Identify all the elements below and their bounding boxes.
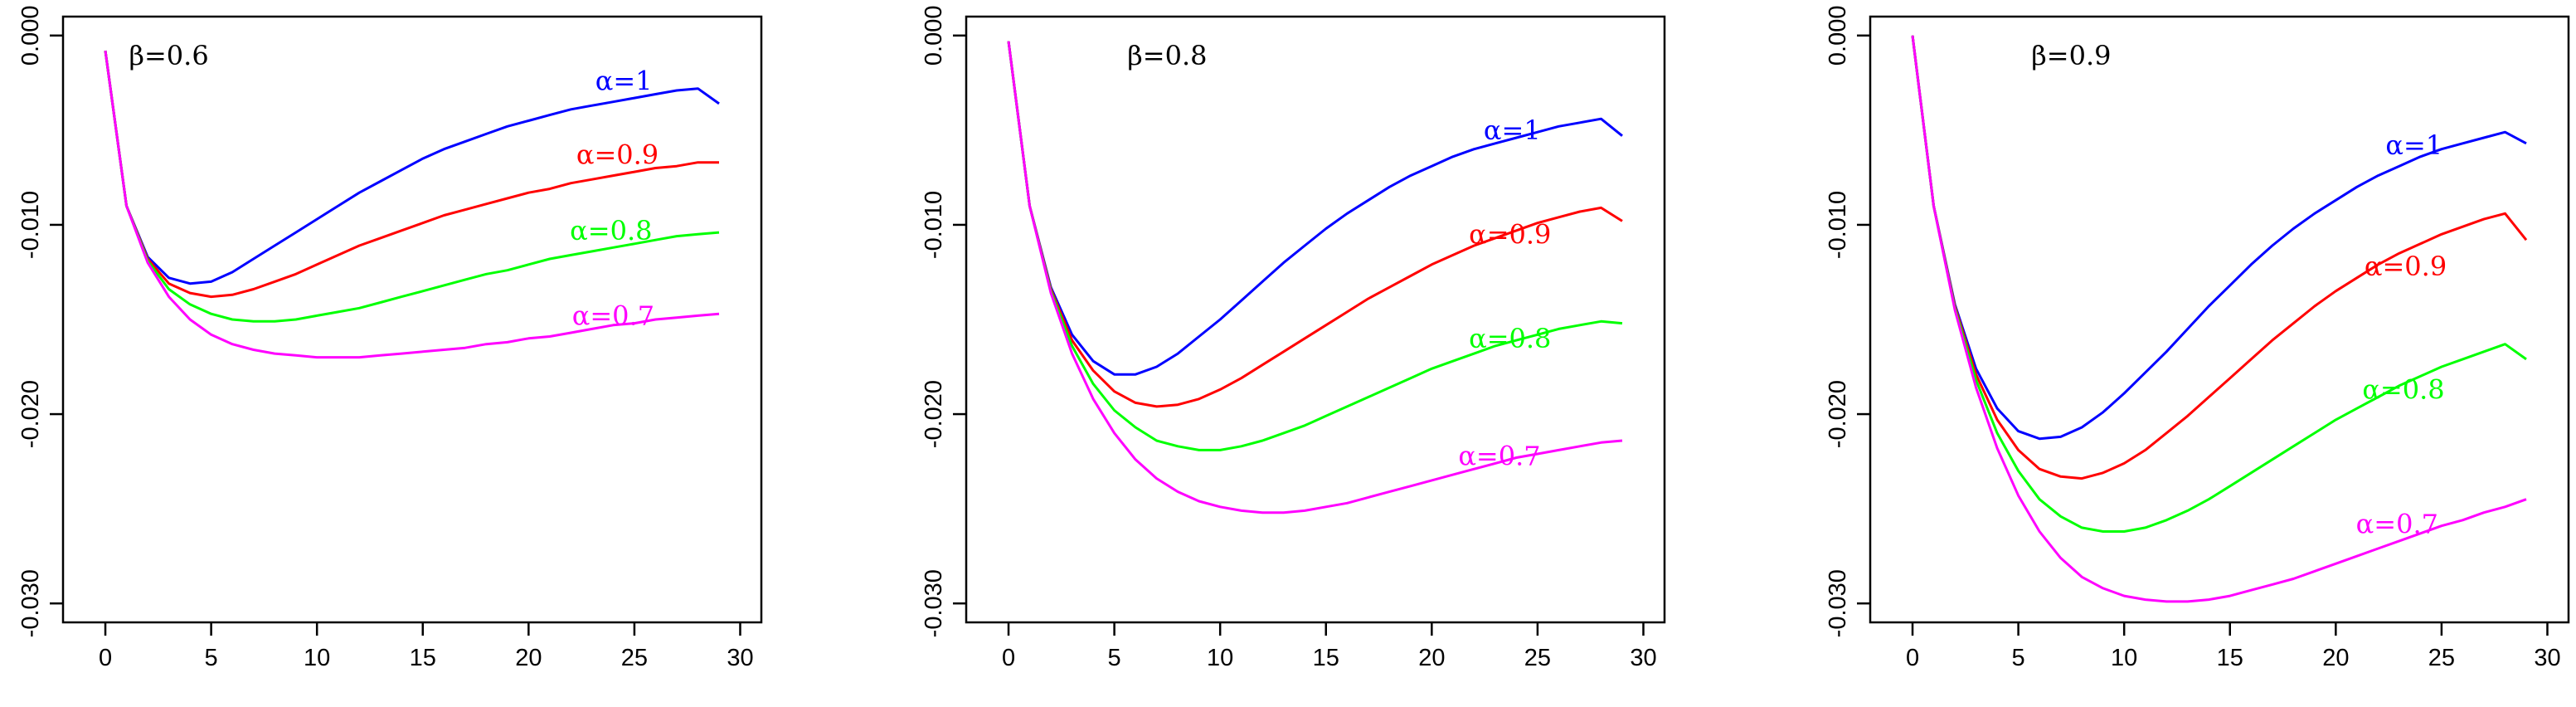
x-tick-label: 30	[727, 645, 753, 671]
panel-title: β=0.8	[1127, 40, 1207, 71]
y-tick-label: 0.000	[921, 6, 947, 66]
x-tick-label: 20	[1418, 645, 1445, 671]
plot-frame	[61, 15, 763, 624]
x-tick-label: 10	[1207, 645, 1233, 671]
x-tick-label: 15	[1313, 645, 1339, 671]
series-line	[1911, 35, 2528, 480]
x-tick-label: 0	[99, 645, 112, 671]
y-tick-label: -0.030	[1825, 569, 1851, 637]
chart-panel-1: 0 5 10 15 20 25 30 0.000 -0.010 -0.020 -0.030 β=0.6…	[17, 6, 763, 671]
x-tick-label: 0	[1002, 645, 1015, 671]
series-line	[104, 50, 720, 285]
chart-panel-3: 0 5 10 15 20 25 30 0.000 -0.010 -0.020 -0.030 β=0.9…	[1825, 6, 2570, 671]
series-label: α=1	[1484, 115, 1541, 146]
series-line	[1911, 35, 2527, 441]
y-tick-label: -0.020	[921, 380, 947, 448]
y-tick-label: -0.020	[1825, 380, 1851, 448]
panel-title: β=0.6	[129, 40, 208, 71]
x-tick-label: 25	[1524, 645, 1551, 671]
x-tick-label: 15	[410, 645, 436, 671]
x-tick-label: 25	[621, 645, 648, 671]
panel-title: β=0.9	[2031, 40, 2111, 71]
series-label: α=0.9	[2365, 251, 2447, 282]
y-tick-label: -0.010	[1825, 191, 1851, 259]
x-tick-label: 25	[2428, 645, 2455, 671]
x-tick-label: 20	[515, 645, 542, 671]
series-label: α=0.8	[1469, 323, 1551, 354]
series-label: α=0.7	[2356, 508, 2438, 539]
x-tick-label: 0	[1906, 645, 1919, 671]
x-tick-label: 30	[2534, 645, 2560, 671]
series-label: α=1	[595, 66, 653, 97]
series-label: α=0.8	[2362, 373, 2444, 405]
y-tick-label: -0.020	[17, 380, 44, 448]
series-line	[104, 50, 720, 359]
plot-frame	[965, 15, 1666, 624]
series-line	[1007, 41, 1623, 408]
x-tick-label: 15	[2217, 645, 2243, 671]
series-label: α=0.7	[1458, 440, 1540, 471]
y-tick-label: -0.030	[921, 569, 947, 637]
x-tick-label: 10	[304, 645, 330, 671]
y-tick-label: 0.000	[1825, 6, 1851, 66]
series-line	[1007, 41, 1623, 376]
series-line	[1007, 41, 1623, 514]
y-tick-label: -0.010	[921, 191, 947, 259]
y-tick-label: 0.000	[17, 6, 44, 66]
y-tick-label: -0.010	[17, 191, 44, 259]
series-label: α=0.9	[1469, 218, 1551, 250]
chart-panel-2: 0 5 10 15 20 25 30 0.000 -0.010 -0.020 -0.030 β=0.8…	[921, 6, 1666, 671]
x-tick-label: 10	[2111, 645, 2137, 671]
series-line	[1911, 35, 2527, 533]
x-tick-label: 20	[2322, 645, 2349, 671]
series-label: α=0.7	[572, 300, 654, 331]
y-tick-label: -0.030	[17, 569, 44, 637]
series-line	[104, 50, 719, 299]
series-line	[1007, 41, 1623, 451]
plot-frame	[1869, 15, 2570, 624]
series-line	[104, 50, 720, 323]
series-label: α=1	[2385, 129, 2442, 161]
x-tick-label: 5	[205, 645, 218, 671]
x-tick-label: 30	[1630, 645, 1656, 671]
x-tick-label: 5	[2012, 645, 2025, 671]
series-label: α=0.8	[570, 215, 652, 246]
series-label: α=0.9	[576, 139, 659, 171]
x-tick-label: 5	[1108, 645, 1121, 671]
series-line	[1911, 35, 2527, 603]
